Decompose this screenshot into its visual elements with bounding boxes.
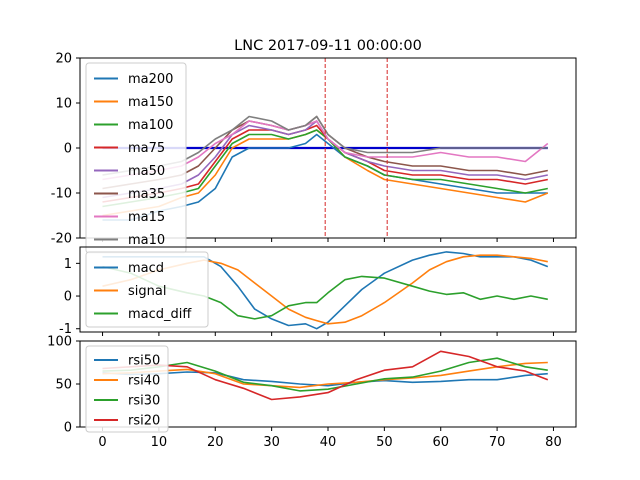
legend-label-ma15: ma15 <box>128 210 165 225</box>
x-tick-label: 80 <box>545 435 562 450</box>
series-line-ma100 <box>102 129 548 208</box>
legend-label-macd: macd <box>128 261 164 276</box>
legend-label-ma10: ma10 <box>128 233 165 248</box>
y-tick-label: 20 <box>55 52 72 67</box>
legend-label-ma100: ma100 <box>128 118 173 133</box>
legend-label-macd_diff: macd_diff <box>128 307 192 322</box>
y-tick-label: -10 <box>51 187 72 202</box>
y-tick-label: -1 <box>59 322 72 337</box>
x-tick-label: 30 <box>263 435 280 450</box>
series-line-ma10 <box>102 115 548 176</box>
y-tick-label: 100 <box>47 335 72 350</box>
y-tick-label: 1 <box>64 257 72 272</box>
x-tick-label: 70 <box>489 435 506 450</box>
legend-label-rsi30: rsi30 <box>128 394 160 409</box>
legend-label-rsi50: rsi50 <box>128 354 160 369</box>
y-tick-label: 50 <box>55 378 72 393</box>
plot-area <box>102 350 549 401</box>
series-line-ma75 <box>102 124 548 203</box>
x-tick-label: 40 <box>320 435 337 450</box>
legend-label-ma35: ma35 <box>128 187 165 202</box>
panel-macd: -1 0 1 macd signal macd_diff <box>59 246 577 337</box>
series-line-rsi30 <box>102 357 548 392</box>
legend-label-ma150: ma150 <box>128 95 173 110</box>
legend-box <box>85 345 169 433</box>
legend-label-signal: signal <box>128 284 166 299</box>
series-line-ma15 <box>102 120 549 181</box>
series-line-rsi20 <box>102 350 549 401</box>
x-tick-label: 20 <box>207 435 224 450</box>
legend: macd signal macd_diff <box>85 251 209 328</box>
legend: ma200 ma150 ma100 ma75 ma50 ma35 ma15 ma10 <box>85 62 187 254</box>
series-line-rsi50 <box>102 371 548 387</box>
chart-panels: -20-1001020ma200ma150ma100ma75ma50ma35ma… <box>47 52 577 450</box>
x-tick-label: 0 <box>98 435 106 450</box>
legend-label-ma75: ma75 <box>128 141 165 156</box>
panel-moving-averages: -20-1001020ma200ma150ma100ma75ma50ma35ma… <box>51 52 577 254</box>
plot-area <box>102 58 549 238</box>
y-tick-label: 0 <box>64 290 72 305</box>
legend-label-ma50: ma50 <box>128 164 165 179</box>
y-tick-label: 10 <box>55 97 72 112</box>
x-tick-label: 60 <box>432 435 449 450</box>
x-tick-label: 10 <box>151 435 168 450</box>
x-tick-label: 50 <box>376 435 393 450</box>
legend-label-ma200: ma200 <box>128 72 173 87</box>
y-tick-label: 0 <box>64 142 72 157</box>
figure-title: LNC 2017-09-11 00:00:00 <box>234 38 422 54</box>
y-tick-label: -20 <box>51 232 72 247</box>
legend-label-rsi40: rsi40 <box>128 374 160 389</box>
legend-box <box>85 251 209 328</box>
legend: rsi50 rsi40 rsi30 rsi20 <box>85 345 169 433</box>
series-line-ma50 <box>102 120 548 199</box>
series-line-ma200 <box>102 133 548 221</box>
y-tick-label: 0 <box>64 421 72 436</box>
legend-label-rsi20: rsi20 <box>128 414 160 429</box>
series-line-rsi40 <box>102 361 548 389</box>
